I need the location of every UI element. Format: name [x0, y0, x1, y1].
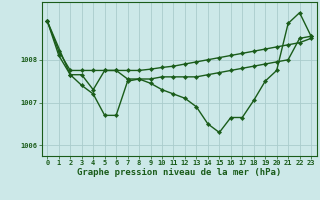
X-axis label: Graphe pression niveau de la mer (hPa): Graphe pression niveau de la mer (hPa): [77, 168, 281, 177]
